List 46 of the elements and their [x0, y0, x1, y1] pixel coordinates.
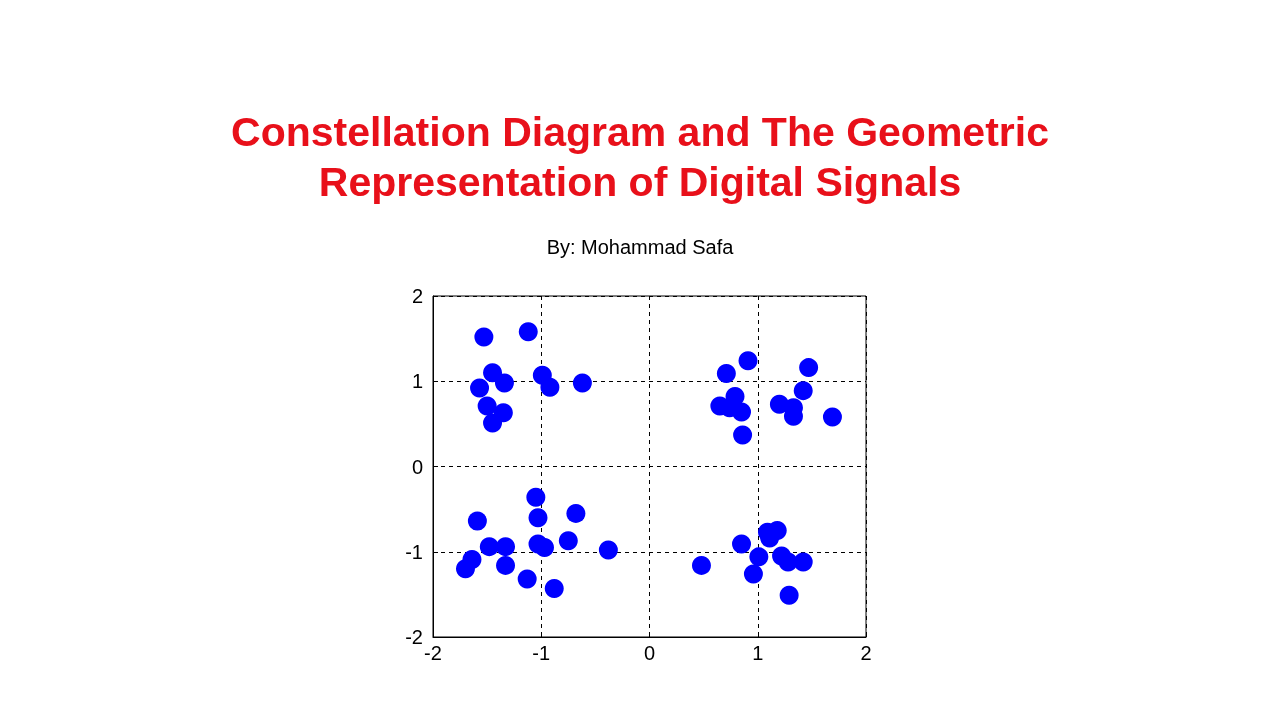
- point: [738, 351, 758, 371]
- y-tick-label: -1: [405, 540, 423, 563]
- point: [749, 547, 769, 567]
- point: [518, 322, 538, 342]
- point: [598, 540, 618, 560]
- point: [566, 503, 586, 523]
- point: [716, 364, 736, 384]
- point: [496, 555, 516, 575]
- point: [474, 327, 494, 347]
- y-tick-label: 0: [411, 455, 423, 478]
- y-tick-label: 2: [411, 285, 423, 307]
- point: [483, 413, 503, 433]
- chart-title: Constellation Diagram and The Geometric Representation of Digital Signals: [231, 109, 1049, 205]
- point: [691, 555, 711, 575]
- x-tick-label: -1: [532, 642, 551, 664]
- x-tick-label: 2: [860, 642, 872, 664]
- point: [494, 373, 514, 393]
- x-tick-label: 0: [643, 642, 656, 664]
- point: [779, 585, 799, 605]
- point: [793, 552, 813, 572]
- y-tick-label: -2: [405, 626, 423, 648]
- point: [477, 396, 497, 416]
- point: [732, 402, 752, 422]
- y-tick-label: 1: [411, 370, 423, 393]
- point: [544, 578, 564, 598]
- point: [479, 537, 499, 557]
- point: [540, 377, 560, 397]
- point: [496, 537, 516, 557]
- point: [572, 373, 592, 393]
- point: [733, 425, 753, 445]
- point: [743, 564, 763, 584]
- point: [558, 531, 578, 551]
- point: [455, 559, 475, 579]
- point: [732, 534, 752, 554]
- point: [799, 358, 819, 378]
- chart-subtitle: By: Mohammad Safa: [546, 236, 735, 258]
- point: [483, 363, 503, 383]
- point: [822, 407, 842, 427]
- point: [528, 508, 548, 528]
- point: [467, 511, 487, 531]
- point: [470, 378, 490, 398]
- point: [526, 487, 546, 507]
- x-tick-label: 1: [752, 642, 764, 664]
- point: [535, 537, 554, 557]
- point: [517, 569, 537, 589]
- point: [793, 381, 813, 401]
